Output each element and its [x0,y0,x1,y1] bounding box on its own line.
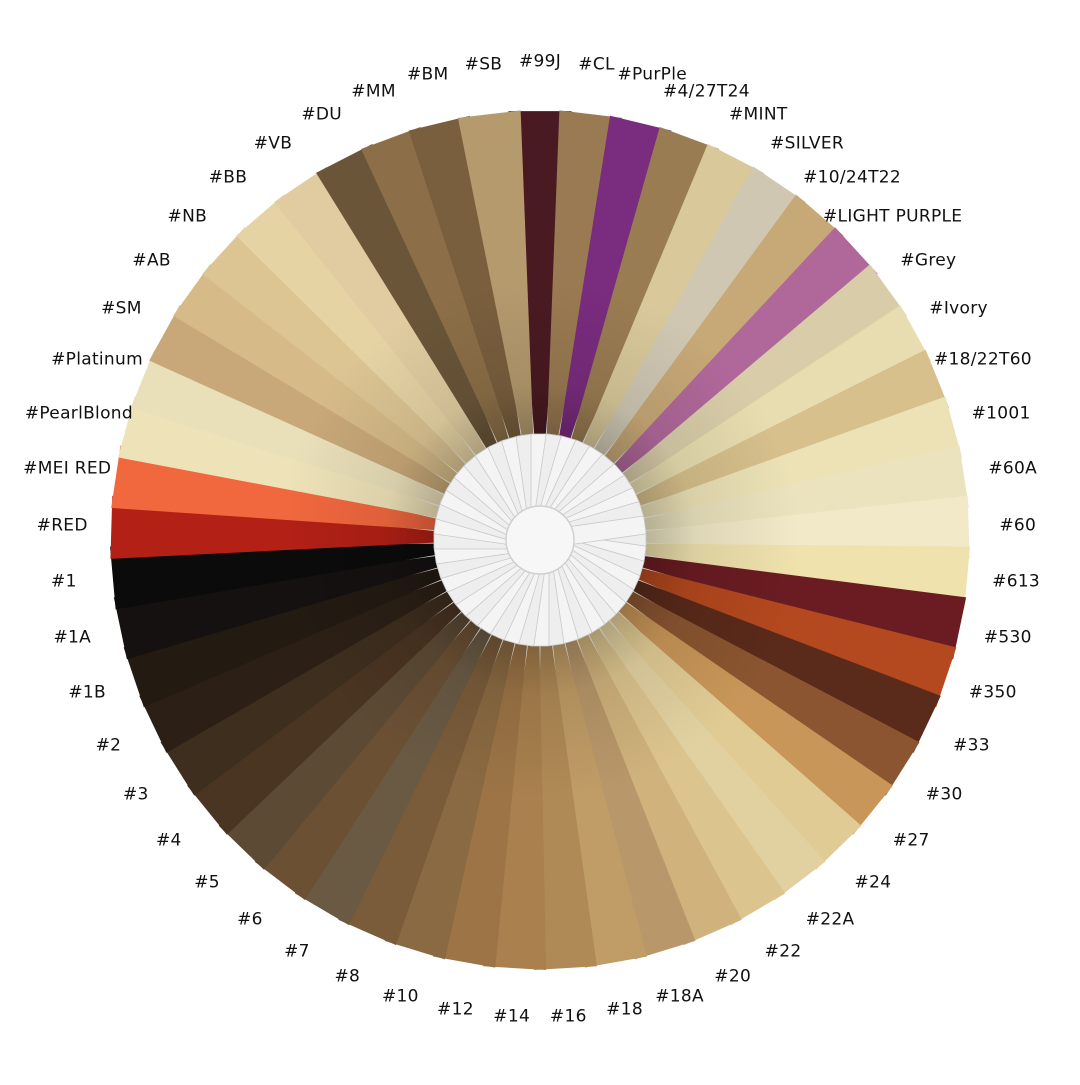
swatch-label: #AB [132,250,171,271]
swatch-label: #22A [805,909,855,930]
swatch-label: #NB [167,206,208,227]
swatch-label: #4 [155,830,182,851]
swatch-label: #12 [437,999,474,1020]
swatch-label: #LIGHT PURPLE [823,206,963,227]
swatch-label: #27 [892,830,930,851]
swatch-label: #24 [854,872,892,893]
swatch-label: #VB [253,133,293,154]
swatch-label: #Ivory [929,298,988,319]
swatch-label: #18A [655,986,704,1007]
swatch-label: #613 [992,571,1041,592]
swatch-label: #530 [983,627,1032,648]
swatch-label: #RED [36,515,88,536]
swatch-label: #MINT [729,104,788,125]
swatch-label: #MM [351,81,396,102]
swatch-label: #DU [301,104,343,125]
swatch-label: #14 [493,1006,531,1027]
swatch-label: #60A [988,458,1038,479]
swatch-label: #SB [464,54,503,75]
swatch-label: #18/22T60 [933,349,1032,370]
swatch-label: #MEI RED [23,458,112,479]
swatch-label: #CL [578,54,615,75]
swatch-label: #99J [518,51,562,72]
swatch-label: #4/27T24 [663,81,750,102]
swatch-label: #3 [122,784,149,805]
swatch-label: #PearlBlond [24,403,133,424]
swatch-label: #SM [101,298,142,319]
swatch-label: #7 [284,941,310,962]
swatch-label: #BB [208,167,248,188]
swatch-label: #1B [68,682,106,703]
swatch-label: #18 [606,999,643,1020]
swatch-label: #1 [51,571,77,592]
swatch-label: #Platinum [51,349,143,370]
swatch-label: #Grey [900,250,957,271]
swatch-label: #2 [95,735,122,756]
swatch-label: #6 [237,909,263,930]
swatch-label: #5 [194,872,220,893]
swatch-hub [433,433,647,647]
swatch-label: #1A [53,627,92,648]
swatch-label: #8 [334,966,361,987]
center-ring [505,505,575,575]
swatch-label: #10 [382,986,419,1007]
swatch-label: #350 [968,682,1017,703]
swatch-label: #20 [714,966,752,987]
swatch-label: #10/24T22 [803,167,902,188]
swatch-label: #PurPle [617,64,688,85]
swatch-label: #BM [406,64,449,85]
swatch-label: #16 [549,1006,587,1027]
swatch-label: #22 [764,941,802,962]
hair-strand [508,111,572,446]
swatch-label: #60 [999,515,1037,536]
swatch-label: #30 [925,784,963,805]
swatch-label: #SILVER [770,133,844,154]
swatch-label: #33 [953,735,990,756]
swatch-label: #1001 [971,403,1031,424]
